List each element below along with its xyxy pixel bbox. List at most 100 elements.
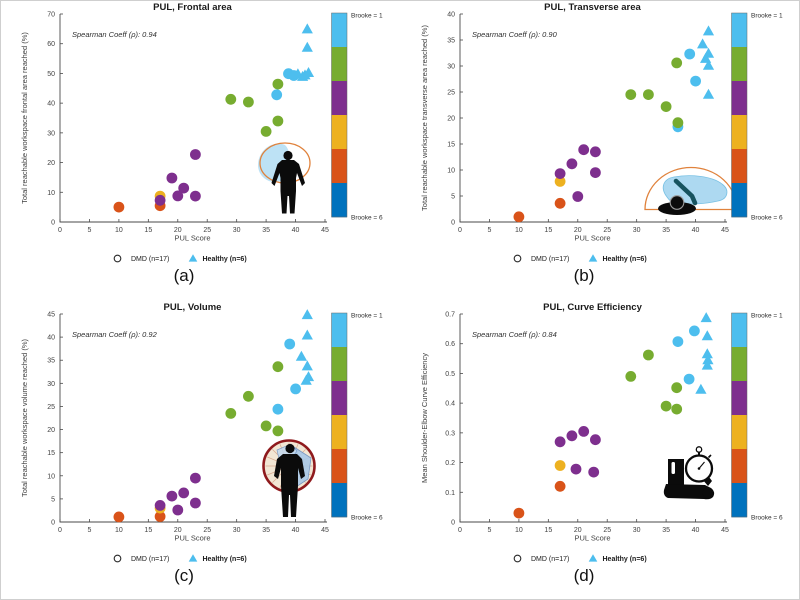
x-tick-label: 0 [458, 527, 462, 534]
healthy-data-point [301, 329, 313, 340]
legend-dmd-label: DMD (n=17) [531, 556, 569, 563]
dmd-data-point [671, 382, 683, 394]
y-tick-label: 35 [447, 38, 455, 45]
x-tick-label: 25 [603, 527, 611, 534]
panel-cell-a: PUL, Frontal area 0 5 10 15 20 25 30 35 40 45 0 10 20… [0, 0, 400, 300]
dmd-data-point [172, 504, 184, 516]
x-tick-label: 45 [721, 227, 729, 234]
y-tick-label: 20 [47, 160, 55, 167]
dmd-data-point [513, 507, 525, 519]
dmd-data-point [225, 93, 237, 105]
healthy-data-point [702, 25, 715, 36]
dmd-data-point [166, 172, 178, 184]
panel-letter: (a) [174, 266, 195, 285]
x-tick-label: 20 [174, 227, 182, 234]
x-tick-label: 10 [115, 527, 123, 534]
x-tick-label: 5 [87, 527, 91, 534]
healthy-data-point [302, 67, 315, 77]
dmd-data-point [554, 480, 566, 492]
x-tick-label: 5 [487, 227, 491, 234]
healthy-data-point [300, 374, 312, 385]
x-tick-label: 35 [662, 527, 670, 534]
legend-dmd-marker-icon [513, 254, 522, 263]
y-tick-label: 30 [47, 381, 55, 388]
legend-healthy-marker-icon [588, 254, 598, 262]
dmd-data-point [113, 511, 125, 523]
dmd-data-point [190, 149, 201, 160]
y-tick-label: 0 [451, 520, 455, 527]
y-tick-label: 25 [47, 404, 55, 411]
dmd-data-point [272, 361, 284, 373]
x-tick-label: 35 [662, 227, 670, 234]
chart-title: PUL, Transverse area [544, 2, 641, 13]
chart-title: PUL, Curve Efficiency [543, 302, 642, 313]
healthy-data-point [697, 38, 709, 49]
y-tick-label: 30 [47, 130, 55, 137]
dmd-data-point [578, 426, 590, 437]
dmd-data-point [684, 48, 696, 60]
y-tick-label: 50 [47, 71, 55, 78]
legend: DMD (n=17) Healthy (n=6) [113, 554, 247, 563]
colorbar-bottom-label: Brooke = 6 [351, 215, 383, 222]
x-tick-label: 35 [262, 227, 270, 234]
x-tick-label: 15 [144, 527, 152, 534]
dmd-data-point [590, 146, 601, 158]
y-tick-label: 20 [447, 116, 455, 123]
x-tick-label: 45 [321, 527, 329, 534]
dmd-data-point [272, 115, 284, 127]
dmd-data-point [671, 57, 683, 69]
x-tick-label: 45 [321, 227, 329, 234]
scatter-panel-c: PUL, Volume 0 5 10 15 20 25 30 35 40 45 0 5 10 15 20 25 3… [20, 302, 383, 585]
legend-healthy-marker-icon [188, 254, 198, 262]
colorbar-bottom-label: Brooke = 6 [751, 215, 783, 222]
dmd-data-point [554, 168, 566, 180]
y-tick-label: 5 [451, 194, 455, 201]
dmd-data-point [660, 400, 672, 412]
colorbar-top-label: Brooke = 1 [751, 13, 783, 20]
body-silhouette-icon [285, 443, 295, 454]
brooke-colorbar: Brooke = 1 Brooke = 6 [331, 313, 383, 522]
dmd-data-point [554, 436, 566, 448]
body-silhouette-icon [283, 150, 293, 161]
dmd-data-point [643, 349, 654, 361]
spearman-annotation: Spearman Coeff (ρ): 0.84 [472, 330, 557, 339]
y-tick-label: 40 [447, 12, 455, 19]
dmd-data-point [178, 487, 190, 499]
dmd-data-point [190, 497, 201, 509]
healthy-data-point [301, 360, 313, 371]
x-tick-label: 45 [721, 527, 729, 534]
frontal-reach-area-inset-icon [258, 142, 311, 214]
healthy-data-point [700, 312, 712, 323]
x-axis-label: PUL Score [575, 534, 611, 543]
dmd-data-point [284, 338, 296, 350]
dmd-data-point [578, 144, 590, 156]
dmd-data-point [554, 460, 566, 471]
x-tick-label: 5 [487, 527, 491, 534]
y-tick-label: 0 [451, 220, 455, 227]
legend-healthy-label: Healthy (n=6) [203, 256, 247, 263]
dmd-data-point [690, 75, 701, 87]
dmd-data-point [178, 182, 190, 194]
dmd-data-point [554, 176, 566, 187]
colorbar-top-label: Brooke = 1 [351, 313, 383, 320]
y-tick-label: 0.7 [445, 312, 455, 319]
panel-letter: (d) [574, 566, 595, 585]
x-tick-label: 20 [574, 227, 582, 234]
x-tick-label: 25 [203, 527, 211, 534]
panel-cell-d: PUL, Curve Efficiency 0 5 10 15 20 25 30 35 40 45 0… [400, 300, 800, 600]
x-tick-label: 5 [87, 227, 91, 234]
x-tick-label: 15 [144, 227, 152, 234]
x-tick-label: 30 [633, 227, 641, 234]
y-tick-label: 0 [51, 220, 55, 227]
x-tick-label: 0 [458, 227, 462, 234]
healthy-data-point [695, 383, 707, 394]
legend: DMD (n=17) Healthy (n=6) [113, 254, 247, 263]
dmd-data-point [243, 96, 254, 108]
y-axis-label: Total reachable workspace frontal area r… [20, 32, 29, 204]
dmd-data-point [588, 466, 600, 478]
volume-sphere-inset-icon [262, 439, 316, 517]
dmd-data-point [260, 125, 272, 137]
y-tick-label: 0.3 [445, 430, 455, 437]
y-tick-label: 0.6 [445, 341, 455, 348]
